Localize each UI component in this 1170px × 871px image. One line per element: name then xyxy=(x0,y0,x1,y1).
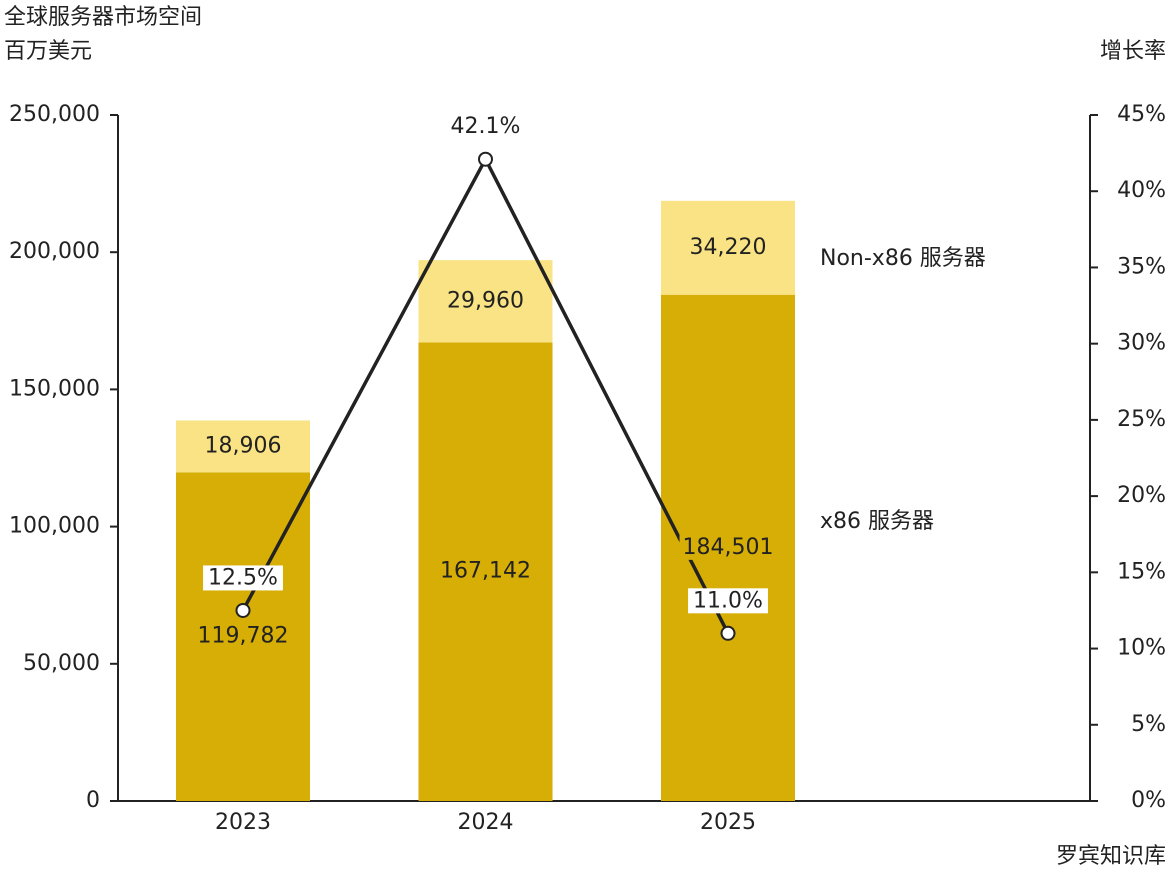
line-marker xyxy=(478,151,493,167)
line-marker xyxy=(720,625,736,641)
data-label: 119,782 xyxy=(198,624,289,649)
legend-label: Non-x86 服务器 xyxy=(820,246,986,271)
data-label-bg xyxy=(679,534,777,560)
y2-axis-label: 增长率 xyxy=(1100,39,1166,64)
line-marker xyxy=(235,602,251,618)
data-label: 34,220 xyxy=(690,235,767,260)
data-label: 167,142 xyxy=(440,559,531,584)
x-tick-label: 2025 xyxy=(700,810,756,835)
y-tick-label: 150,000 xyxy=(9,376,100,401)
x-tick-label: 2023 xyxy=(215,810,271,835)
y2-tick-label: 10% xyxy=(1117,636,1166,661)
data-label-bg xyxy=(194,623,292,649)
y-tick-label: 0 xyxy=(86,788,100,813)
y2-tick-label: 30% xyxy=(1117,331,1166,356)
line-label: 12.5% xyxy=(208,565,278,590)
y2-tick-label: 15% xyxy=(1117,559,1166,584)
data-label-bg xyxy=(686,234,770,260)
chart-title: 全球服务器市场空间 xyxy=(4,5,202,30)
y-tick-label: 250,000 xyxy=(9,102,100,127)
y2-tick-label: 0% xyxy=(1131,788,1166,813)
x-tick-label: 2024 xyxy=(458,810,514,835)
data-label-bg xyxy=(444,288,527,314)
legend-label: x86 服务器 xyxy=(820,509,934,534)
y-tick-label: 200,000 xyxy=(9,239,100,264)
y-axis-label: 百万美元 xyxy=(4,39,92,64)
line-label: 42.1% xyxy=(451,114,521,139)
data-label: 29,960 xyxy=(447,288,524,313)
data-label-bg xyxy=(437,558,534,584)
line-label-bg xyxy=(445,114,526,140)
line-label-bg xyxy=(688,588,768,614)
y2-tick-label: 25% xyxy=(1117,407,1166,432)
data-label: 18,906 xyxy=(205,433,282,458)
line-label: 11.0% xyxy=(693,588,763,613)
y-tick-label: 50,000 xyxy=(23,651,100,676)
y2-tick-label: 35% xyxy=(1117,254,1166,279)
y2-tick-label: 40% xyxy=(1117,178,1166,203)
y2-tick-label: 45% xyxy=(1117,102,1166,127)
data-label: 184,501 xyxy=(683,535,774,560)
y-tick-label: 100,000 xyxy=(9,514,100,539)
source: 罗宾知识库 xyxy=(1056,844,1166,869)
y2-tick-label: 20% xyxy=(1117,483,1166,508)
y2-tick-label: 5% xyxy=(1131,712,1166,737)
line-label-bg xyxy=(203,565,283,591)
data-label-bg xyxy=(201,433,285,459)
